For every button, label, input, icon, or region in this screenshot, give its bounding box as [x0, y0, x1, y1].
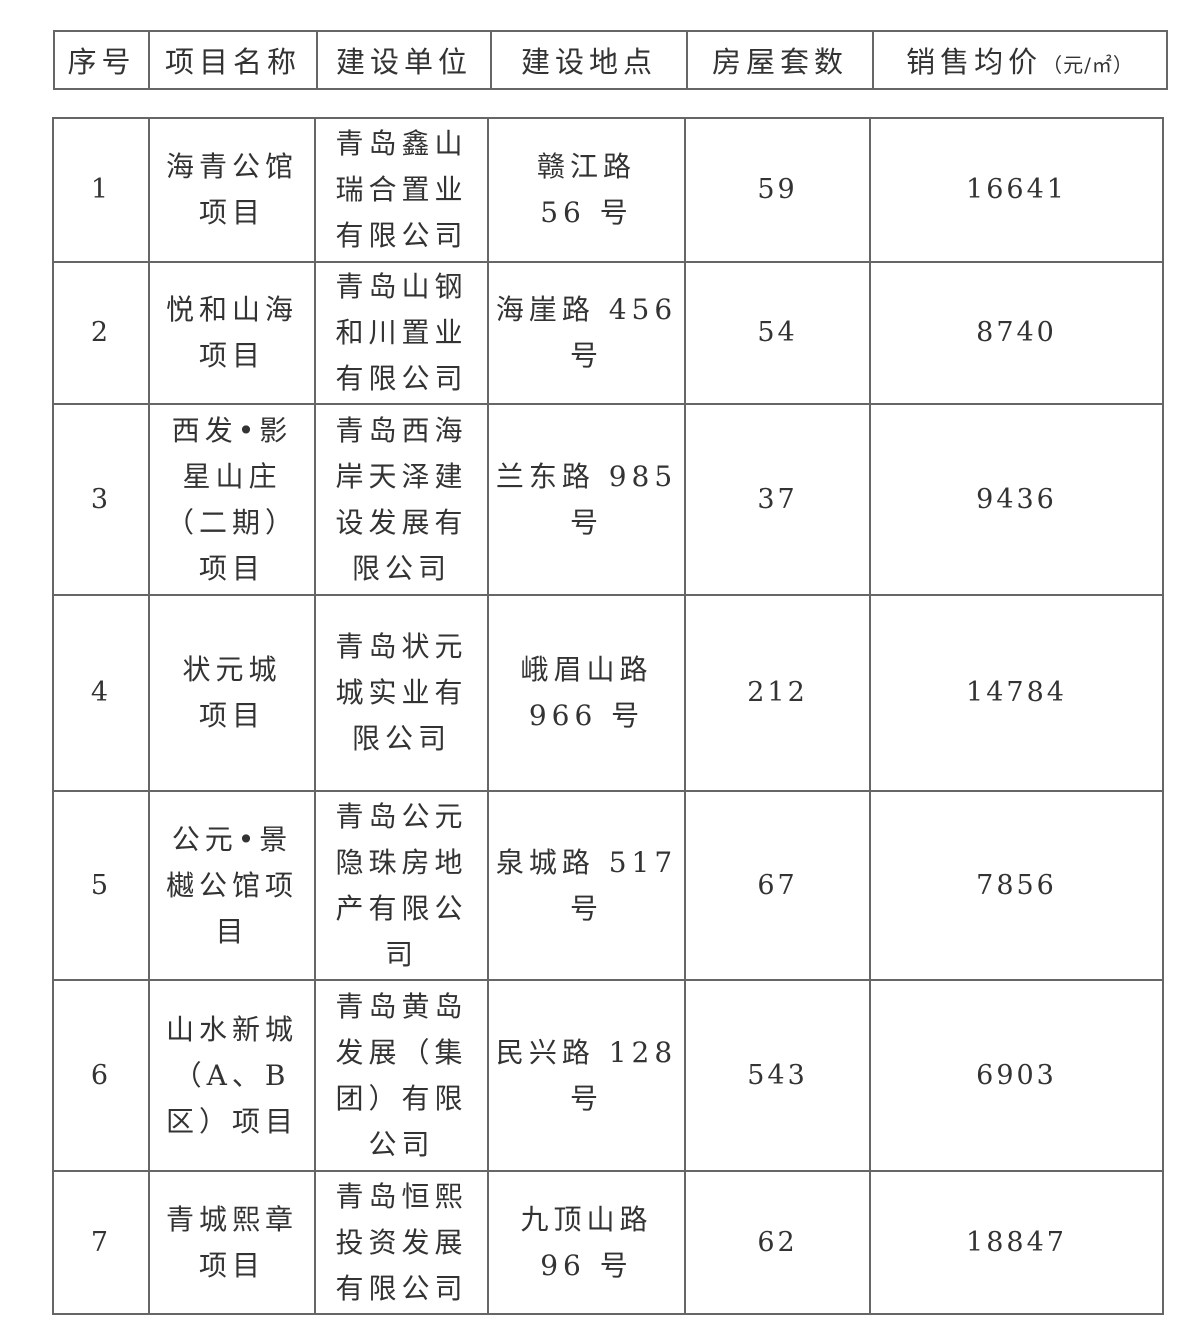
cell-location: 九顶山路 96 号	[487, 1170, 686, 1315]
table-row: 6 山水新城 （A、B 区）项目 青岛黄岛 发展（集 团）有限 公司 民兴路 128 …	[52, 979, 1164, 1172]
cell-developer: 青岛恒熙 投资发展 有限公司	[314, 1170, 489, 1315]
table-row: 7 青城熙章 项目 青岛恒熙 投资发展 有限公司 九顶山路 96 号 62 18847	[52, 1170, 1164, 1315]
cell-location: 海崖路 456 号	[487, 261, 686, 405]
cell-units: 212	[684, 594, 871, 792]
cell-name: 山水新城 （A、B 区）项目	[148, 979, 316, 1172]
cell-price: 7856	[869, 790, 1164, 981]
table-row: 2 悦和山海 项目 青岛山钢 和川置业 有限公司 海崖路 456 号 54 8740	[52, 261, 1164, 405]
cell-price: 16641	[869, 117, 1164, 263]
header-units: 房屋套数	[686, 30, 874, 90]
cell-developer: 青岛公元 隐珠房地 产有限公 司	[314, 790, 489, 981]
cell-no: 7	[52, 1170, 150, 1315]
cell-name: 海青公馆 项目	[148, 117, 316, 263]
cell-developer: 青岛山钢 和川置业 有限公司	[314, 261, 489, 405]
cell-units: 67	[684, 790, 871, 981]
cell-no: 3	[52, 403, 150, 596]
cell-name: 西发•影 星山庄 （二期） 项目	[148, 403, 316, 596]
header-price-label: 销售均价	[906, 45, 1043, 79]
cell-name: 青城熙章 项目	[148, 1170, 316, 1315]
cell-location: 峨眉山路 966 号	[487, 594, 686, 792]
cell-no: 6	[52, 979, 150, 1172]
project-table: 1 海青公馆 项目 青岛鑫山 瑞合置业 有限公司 赣江路 56 号 59 16641 2 悦和…	[52, 117, 1164, 1315]
table-row: 3 西发•影 星山庄 （二期） 项目 青岛西海 岸天泽建 设发展有 限公司 兰东路 9…	[52, 403, 1164, 596]
cell-location: 赣江路 56 号	[487, 117, 686, 263]
header-no: 序号	[53, 30, 150, 90]
cell-name: 状元城 项目	[148, 594, 316, 792]
cell-no: 5	[52, 790, 150, 981]
cell-no: 4	[52, 594, 150, 792]
cell-no: 1	[52, 117, 150, 263]
cell-name: 悦和山海 项目	[148, 261, 316, 405]
table-row: 5 公元•景 樾公馆项 目青岛公元 隐珠房地 产有限公 司泉城路 517 号 67 7…	[52, 790, 1164, 981]
cell-location: 泉城路 517 号	[487, 790, 686, 981]
cell-price: 14784	[869, 594, 1164, 792]
cell-developer: 青岛黄岛 发展（集 团）有限 公司	[314, 979, 489, 1172]
cell-price: 9436	[869, 403, 1164, 596]
table-header: 序号 项目名称 建设单位 建设地点 房屋套数 销售均价（元/㎡）	[53, 30, 1168, 90]
table-row: 4 状元城 项目 青岛状元 城实业有 限公司 峨眉山路 966 号 212 14784	[52, 594, 1164, 792]
cell-units: 543	[684, 979, 871, 1172]
header-row: 序号 项目名称 建设单位 建设地点 房屋套数 销售均价（元/㎡）	[53, 30, 1168, 90]
header-price: 销售均价（元/㎡）	[872, 30, 1168, 90]
cell-price: 8740	[869, 261, 1164, 405]
cell-no: 2	[52, 261, 150, 405]
cell-units: 59	[684, 117, 871, 263]
cell-price: 6903	[869, 979, 1164, 1172]
header-price-unit: （元/㎡）	[1042, 53, 1134, 77]
cell-name: 公元•景 樾公馆项 目	[148, 790, 316, 981]
cell-developer: 青岛状元 城实业有 限公司	[314, 594, 489, 792]
cell-developer: 青岛鑫山 瑞合置业 有限公司	[314, 117, 489, 263]
cell-units: 54	[684, 261, 871, 405]
cell-developer: 青岛西海 岸天泽建 设发展有 限公司	[314, 403, 489, 596]
header-name: 项目名称	[148, 30, 318, 90]
cell-price: 18847	[869, 1170, 1164, 1315]
cell-location: 民兴路 128 号	[487, 979, 686, 1172]
header-developer: 建设单位	[316, 30, 492, 90]
cell-location: 兰东路 985 号	[487, 403, 686, 596]
cell-units: 62	[684, 1170, 871, 1315]
header-location: 建设地点	[490, 30, 688, 90]
cell-units: 37	[684, 403, 871, 596]
table-row: 1 海青公馆 项目 青岛鑫山 瑞合置业 有限公司 赣江路 56 号 59 16641	[52, 117, 1164, 263]
